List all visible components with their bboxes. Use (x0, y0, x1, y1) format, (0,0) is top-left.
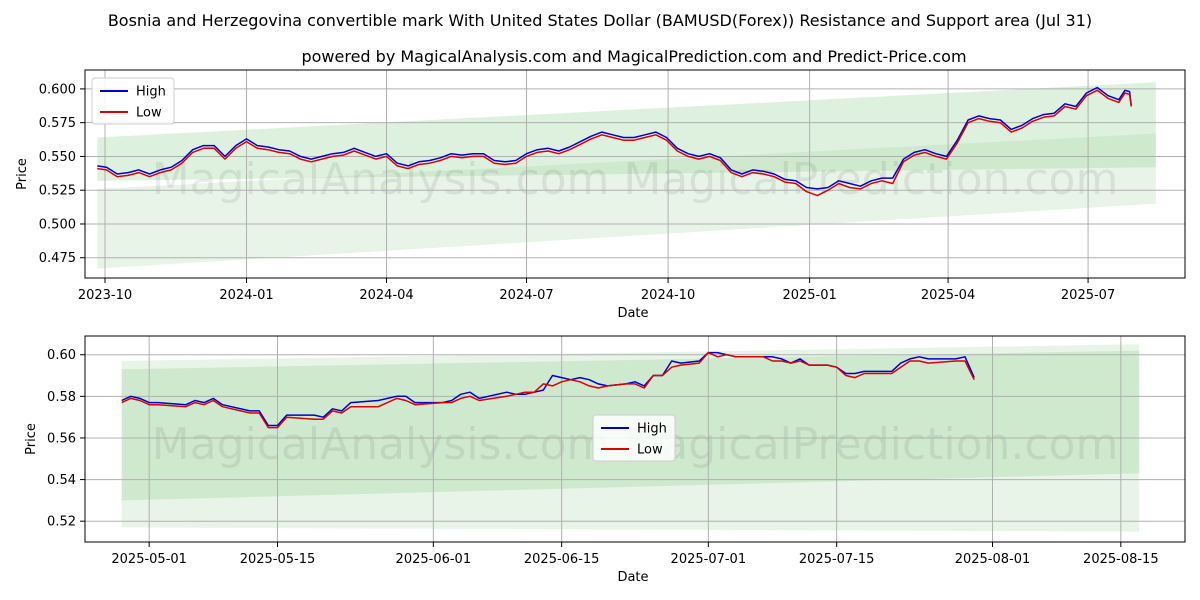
chart-title: Bosnia and Herzegovina convertible mark … (108, 11, 1092, 30)
legend-label-low: Low (637, 443, 663, 458)
legend-label-high: High (136, 85, 166, 100)
series-line-low (97, 89, 1132, 197)
x-tick-label: 2025-07 (1061, 288, 1115, 303)
x-tick-label: 2024-10 (641, 288, 695, 303)
x-tick-label: 2024-04 (359, 288, 413, 303)
x-tick-label: 2025-05-15 (240, 552, 316, 567)
y-tick-label: 0.56 (47, 431, 76, 446)
y-tick-label: 0.550 (39, 150, 76, 165)
x-tick-label: 2025-05-01 (111, 552, 187, 567)
bottom-panel: MagicalAnalysis.com MagicalPrediction.co… (24, 335, 1186, 585)
legend-label-low: Low (136, 106, 162, 121)
x-tick-label: 2025-06-15 (524, 552, 600, 567)
top-panel: MagicalAnalysis.com MagicalPrediction.co… (15, 69, 1186, 321)
y-tick-label: 0.600 (39, 82, 76, 97)
series-line-high (97, 86, 1132, 190)
x-tick-label: 2025-07-01 (671, 552, 747, 567)
y-axis-label: Price (15, 158, 30, 190)
y-tick-label: 0.525 (39, 184, 76, 199)
x-tick-label: 2025-08-15 (1083, 552, 1159, 567)
series-line-low (121, 351, 975, 429)
plot-frame (84, 69, 1186, 279)
x-tick-label: 2024-07 (499, 288, 553, 303)
y-tick-label: 0.54 (47, 473, 76, 488)
x-tick-label: 2025-07-15 (799, 552, 875, 567)
y-tick-label: 0.575 (39, 116, 76, 131)
y-axis-label: Price (24, 423, 39, 455)
legend-label-high: High (637, 422, 667, 437)
support-resistance-band (97, 133, 1156, 269)
watermark: MagicalAnalysis.com MagicalPrediction.co… (152, 154, 1119, 205)
x-tick-label: 2025-06-01 (396, 552, 472, 567)
x-axis-label: Date (617, 570, 648, 585)
y-tick-label: 0.52 (47, 515, 76, 530)
y-tick-label: 0.60 (47, 348, 76, 363)
y-tick-label: 0.475 (39, 251, 76, 266)
x-tick-label: 2023-10 (78, 288, 132, 303)
x-axis-label: Date (617, 306, 648, 321)
x-tick-label: 2024-01 (219, 288, 273, 303)
y-tick-label: 0.58 (47, 390, 76, 405)
chart-subtitle: powered by MagicalAnalysis.com and Magic… (301, 47, 966, 66)
x-tick-label: 2025-04 (921, 288, 975, 303)
y-tick-label: 0.500 (39, 217, 76, 232)
plot-frame (84, 335, 1186, 543)
x-tick-label: 2025-08-01 (955, 552, 1031, 567)
x-tick-label: 2025-01 (782, 288, 836, 303)
legend: High Low (91, 77, 175, 125)
legend: High Low (592, 414, 676, 462)
